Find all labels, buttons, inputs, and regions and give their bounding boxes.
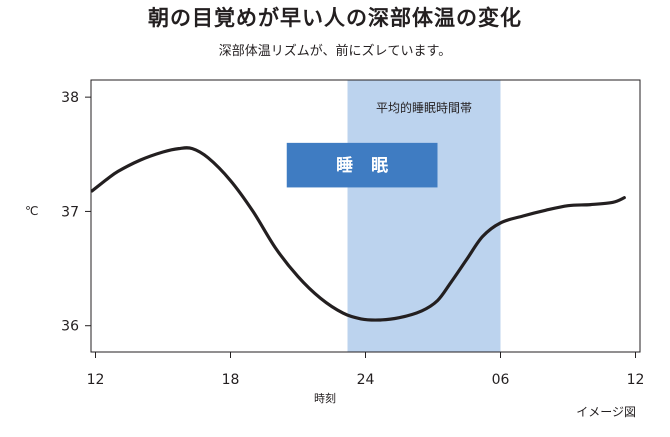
sleep-period-label: 平均的睡眠時間帯 xyxy=(376,100,472,115)
x-tick-label: 24 xyxy=(357,372,375,388)
sleep-box-label: 睡眠 xyxy=(336,155,406,176)
x-tick-label: 18 xyxy=(222,372,240,388)
x-tick-label: 06 xyxy=(492,372,510,388)
sleep-period-band xyxy=(347,80,501,352)
chart-subtitle: 深部体温リズムが、前にズレています。 xyxy=(218,44,452,59)
x-axis-label: 時刻 xyxy=(314,392,336,405)
x-tick-label: 12 xyxy=(627,372,645,388)
y-tick-label: 37 xyxy=(61,204,79,220)
y-tick-label: 36 xyxy=(61,319,79,335)
image-note: イメージ図 xyxy=(576,405,636,419)
sleep-box xyxy=(286,142,438,188)
x-tick-label: 12 xyxy=(87,372,105,388)
body-temperature-line xyxy=(90,146,626,322)
chart-title: 朝の目覚めが早い人の深部体温の変化 xyxy=(148,6,522,30)
y-tick-label: 38 xyxy=(61,90,79,106)
y-axis-unit: ℃ xyxy=(25,204,39,218)
